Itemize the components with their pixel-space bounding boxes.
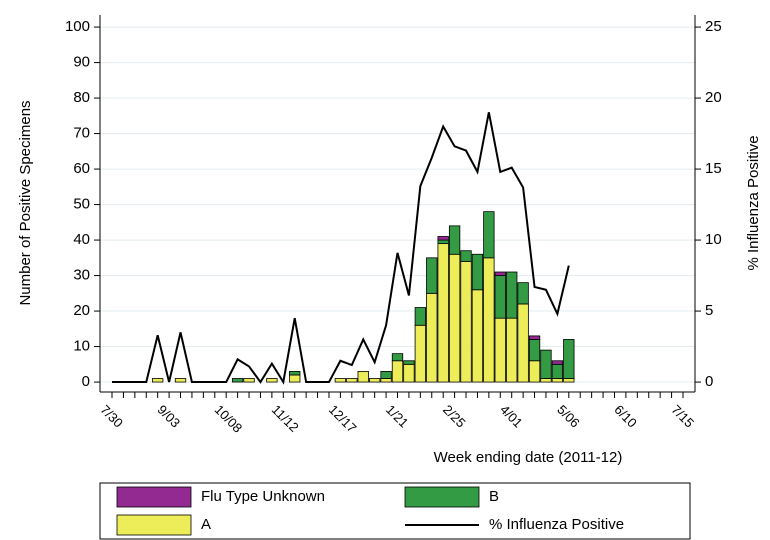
- bar: [414, 307, 426, 326]
- y2-tick-label: 20: [705, 89, 722, 106]
- y-tick-label: 0: [82, 373, 90, 390]
- line: [112, 112, 570, 385]
- bar: [494, 271, 506, 276]
- bar: [460, 250, 472, 262]
- x-tick-label: 4/01: [497, 402, 526, 431]
- y-tick-label: 100: [65, 18, 90, 35]
- bar: [540, 378, 552, 383]
- bar: [471, 253, 484, 291]
- x-axis-label: Week ending date (2011-12): [434, 449, 623, 466]
- bar: [460, 260, 472, 383]
- bar: [448, 225, 461, 255]
- y-tick-label: 30: [73, 267, 90, 284]
- bar: [334, 378, 347, 383]
- x-tick-label: 7/30: [97, 402, 126, 431]
- bar: [437, 243, 449, 383]
- bar: [243, 378, 255, 383]
- legend-swatch: [116, 514, 192, 536]
- bar: [289, 374, 301, 383]
- x-tick-label: 1/21: [383, 402, 412, 431]
- y2-tick-label: 25: [705, 18, 722, 35]
- bar: [506, 317, 518, 383]
- legend-swatch: [404, 486, 480, 508]
- bar: [426, 257, 438, 294]
- legend-label: A: [201, 516, 211, 533]
- y-tick-label: 20: [73, 302, 90, 319]
- y-axis-label: Number of Positive Specimens: [17, 100, 34, 305]
- bar: [506, 271, 518, 319]
- x-tick-label: 9/03: [155, 402, 184, 431]
- y2-tick-label: 0: [705, 373, 713, 390]
- y-tick-label: 10: [73, 338, 90, 355]
- x-tick-label: 10/08: [212, 402, 246, 436]
- bar: [448, 253, 461, 383]
- bar: [551, 360, 564, 365]
- bar: [152, 378, 164, 383]
- x-tick-label: 5/06: [554, 402, 583, 431]
- bar: [494, 275, 506, 319]
- legend-label: Flu Type Unknown: [201, 488, 325, 505]
- legend-label: B: [489, 488, 499, 505]
- x-tick-label: 6/10: [611, 402, 640, 431]
- bar: [471, 289, 484, 383]
- bar: [437, 236, 449, 241]
- bar: [483, 257, 495, 383]
- y-tick-label: 40: [73, 231, 90, 248]
- bar: [391, 360, 404, 383]
- bar: [380, 378, 392, 383]
- bar: [551, 378, 564, 383]
- bar: [528, 335, 541, 340]
- bar: [403, 363, 415, 383]
- bar: [528, 339, 541, 362]
- x-tick-label: 2/25: [440, 402, 469, 431]
- bar: [380, 371, 392, 379]
- y2-axis-label: % Influenza Positive: [745, 135, 762, 270]
- bar: [369, 378, 381, 383]
- x-tick-label: 7/15: [668, 402, 697, 431]
- bar: [494, 317, 506, 383]
- legend-label: % Influenza Positive: [489, 516, 624, 533]
- bar: [391, 353, 404, 362]
- bar: [551, 363, 564, 379]
- bar: [563, 339, 575, 379]
- bar: [540, 349, 552, 379]
- bar: [231, 378, 244, 383]
- bar: [426, 292, 438, 383]
- bar: [528, 360, 541, 383]
- bar: [174, 378, 187, 383]
- bar: [414, 324, 426, 383]
- bar: [346, 378, 358, 383]
- bar: [289, 371, 301, 376]
- y-tick-label: 60: [73, 160, 90, 177]
- x-tick-label: 11/12: [269, 402, 302, 435]
- y2-tick-label: 5: [705, 302, 713, 319]
- y-tick-label: 50: [73, 196, 90, 213]
- legend-box: [99, 482, 691, 540]
- bar: [517, 282, 529, 305]
- bar: [266, 378, 278, 383]
- y-tick-label: 70: [73, 125, 90, 142]
- bar: [563, 378, 575, 383]
- bar: [483, 211, 495, 259]
- y2-tick-label: 15: [705, 160, 722, 177]
- bar: [403, 360, 415, 365]
- bar: [357, 371, 369, 383]
- y-tick-label: 80: [73, 89, 90, 106]
- y-tick-label: 90: [73, 54, 90, 71]
- x-tick-label: 12/17: [326, 402, 360, 436]
- legend-swatch: [116, 486, 192, 508]
- bar: [437, 239, 449, 245]
- bar: [517, 303, 529, 383]
- y2-tick-label: 10: [705, 231, 722, 248]
